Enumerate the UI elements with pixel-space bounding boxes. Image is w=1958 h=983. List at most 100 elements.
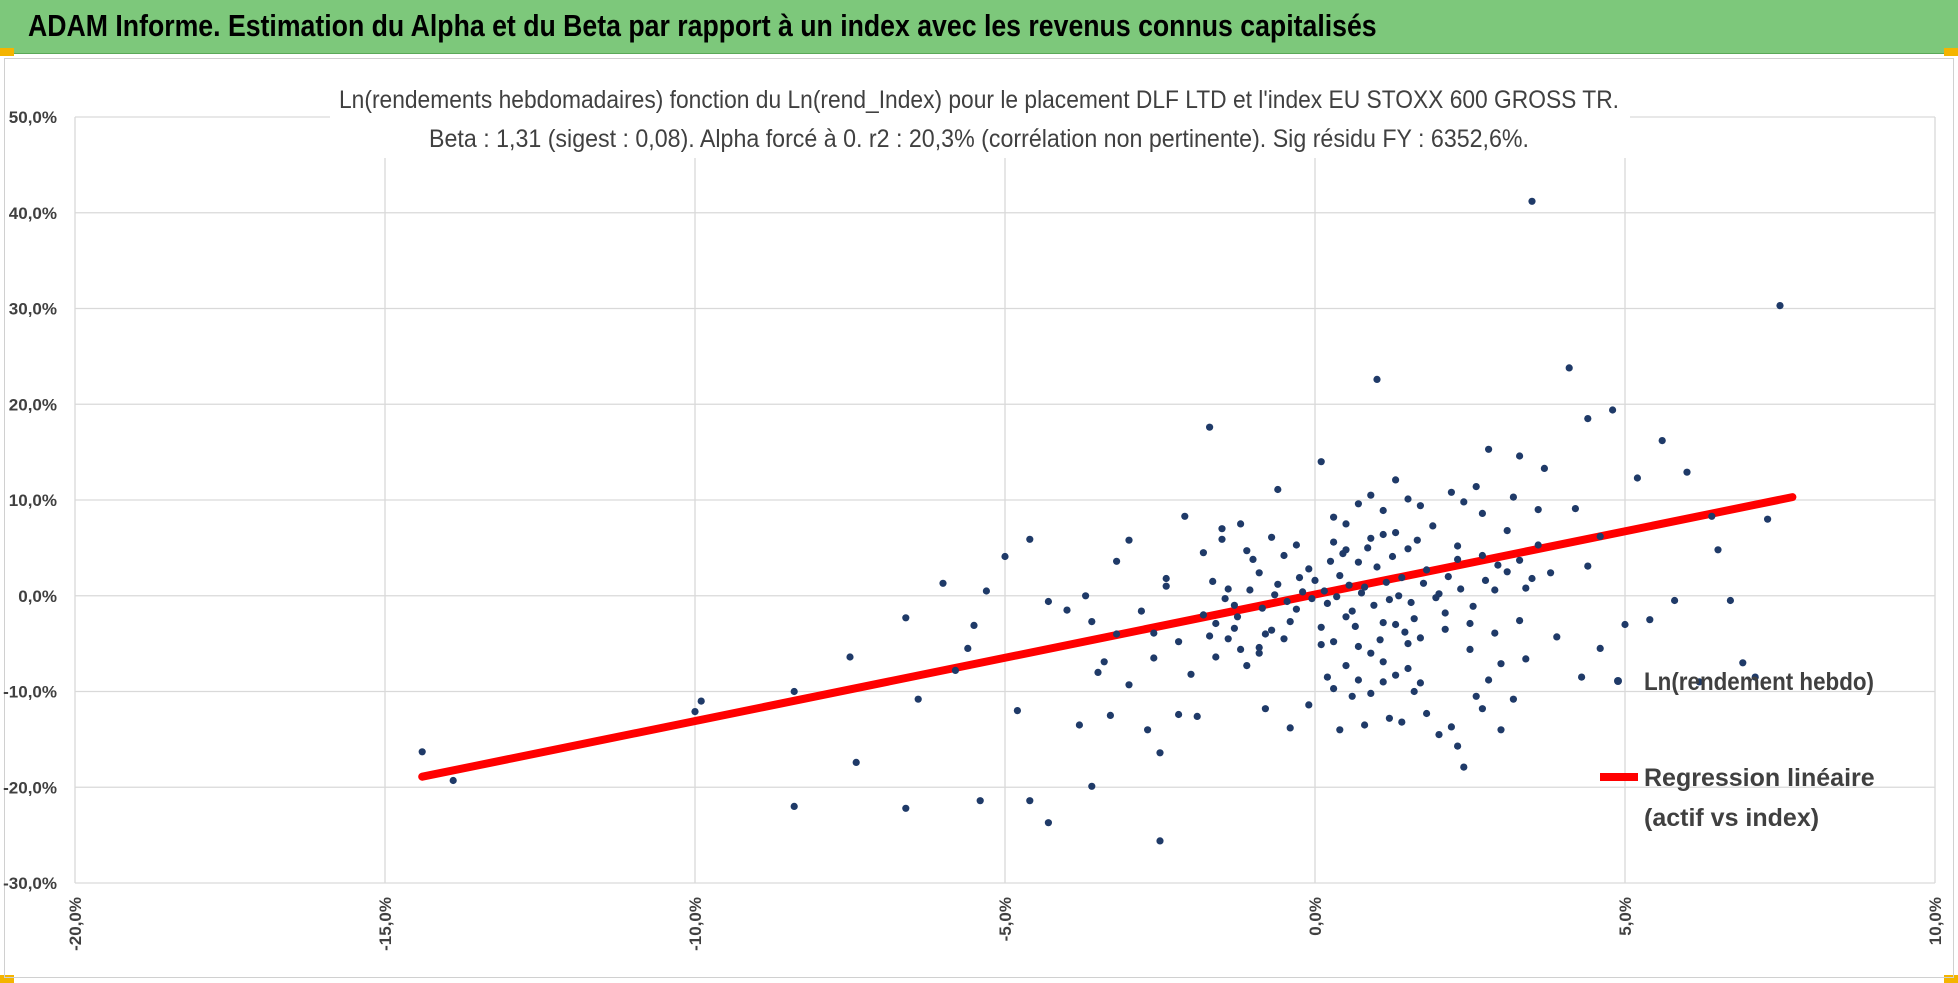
scatter-point <box>1764 515 1772 523</box>
scatter-point <box>1336 726 1344 734</box>
y-tick-label: 50,0% <box>9 108 57 127</box>
scatter-point <box>1578 673 1586 681</box>
scatter-point <box>1345 581 1353 589</box>
y-tick-label: 20,0% <box>9 395 57 414</box>
scatter-point <box>1466 619 1474 628</box>
scatter-point <box>1472 692 1480 700</box>
scatter-point <box>1671 596 1679 605</box>
scatter-point <box>1271 591 1279 599</box>
scatter-point <box>1584 562 1592 570</box>
scatter-point <box>1392 620 1400 629</box>
scatter-point <box>1237 520 1245 528</box>
scatter-point <box>1522 655 1530 663</box>
scatter-point <box>1330 513 1338 521</box>
legend-scatter-marker <box>1614 677 1622 685</box>
scatter-point <box>1528 197 1536 205</box>
scatter-point <box>1596 532 1604 541</box>
scatter-point <box>1218 535 1226 543</box>
scatter-point <box>1534 506 1542 514</box>
scatter-point <box>1224 585 1232 593</box>
scatter-point <box>1258 604 1266 612</box>
y-tick-label: 10,0% <box>9 491 57 510</box>
scatter-point <box>1299 588 1307 596</box>
scatter-point <box>1447 488 1455 496</box>
y-axis-ticks: 50,0% 40,0% 30,0% 20,0% 10,0% 0,0% -10,0% -20,0… <box>3 108 57 893</box>
scatter-point <box>1547 569 1555 577</box>
scatter-point <box>852 758 860 767</box>
scatter-point <box>1044 597 1052 606</box>
scatter-point <box>1404 664 1412 673</box>
scatter-point <box>1367 649 1375 657</box>
scatter-point <box>1292 605 1300 613</box>
scatter-point <box>1088 618 1096 626</box>
scatter-point <box>1413 536 1421 544</box>
scatter-point <box>1367 534 1375 542</box>
regression-line <box>418 493 1797 781</box>
scatter-point <box>1144 726 1152 734</box>
scatter-point <box>1540 464 1548 472</box>
scatter-point <box>1348 607 1356 615</box>
scatter-point <box>1013 707 1022 715</box>
scatter-point <box>1323 673 1331 681</box>
scatter-point <box>1230 624 1238 632</box>
scatter-point <box>1379 530 1387 539</box>
scatter-point <box>1361 583 1369 591</box>
scatter-point <box>1392 529 1400 537</box>
scatter-point <box>1106 711 1114 720</box>
scatter-point <box>1609 406 1617 414</box>
scatter-point <box>1423 709 1431 718</box>
scatter-point <box>1212 619 1220 628</box>
scatter-point <box>1522 584 1530 592</box>
scatter-point <box>1516 556 1524 564</box>
scatter-point <box>1342 662 1350 670</box>
scatter-point <box>1209 577 1217 586</box>
scatter-point <box>964 644 972 653</box>
scatter-point <box>1261 630 1269 638</box>
scatter-point <box>1233 613 1242 621</box>
scatter-point <box>1361 721 1369 729</box>
scatter-point <box>1739 659 1747 667</box>
scatter-point <box>1348 692 1356 700</box>
scatter-point <box>697 697 705 705</box>
scatter-point <box>1404 545 1412 553</box>
scatter-point <box>1044 819 1052 827</box>
scatter-point <box>1075 721 1083 729</box>
scatter-point <box>1320 587 1328 595</box>
scatter-point <box>1497 660 1505 668</box>
scatter-point <box>1001 552 1009 561</box>
scatter-point <box>982 587 991 595</box>
scatter-point <box>1382 578 1390 586</box>
scatter-point <box>1308 595 1316 603</box>
scatter-point <box>1621 620 1629 629</box>
scatter-point <box>1410 615 1418 623</box>
scatter-point <box>1342 613 1350 621</box>
scatter-point <box>1373 375 1381 383</box>
chart-subtitle: Beta : 1,31 (sigest : 0,08). Alpha forcé… <box>429 125 1529 153</box>
x-tick-label: -15,0% <box>376 897 395 951</box>
scatter-point <box>1268 533 1276 541</box>
scatter-point <box>1370 601 1378 609</box>
scatter-point <box>1156 749 1164 757</box>
legend-label-regression-line2: (actif vs index) <box>1644 804 1819 832</box>
scatter-point <box>1398 574 1406 582</box>
scatter-point <box>1454 555 1462 564</box>
scatter-point <box>1416 502 1424 510</box>
scatter-point <box>939 579 947 587</box>
scatter-point <box>1404 640 1412 648</box>
scatter-point <box>1323 599 1331 608</box>
page-title: ADAM Informe. Estimation du Alpha et du … <box>28 8 1377 43</box>
scatter-point <box>1354 676 1362 684</box>
scatter-point <box>1404 495 1412 503</box>
scatter-point <box>1509 493 1517 501</box>
scatter-point <box>1478 509 1486 517</box>
y-tick-label: 40,0% <box>9 204 57 223</box>
x-tick-label: -5,0% <box>996 897 1015 941</box>
scatter-point <box>1082 592 1090 600</box>
legend-label-regression-line1: Regression linéaire <box>1644 764 1875 792</box>
scatter-point <box>790 687 798 696</box>
header-banner: ADAM Informe. Estimation du Alpha et du … <box>0 0 1958 54</box>
scatter-point <box>1485 676 1493 684</box>
scatter-point <box>1243 547 1251 555</box>
scatter-point <box>1503 527 1511 535</box>
scatter-point <box>1553 633 1561 641</box>
